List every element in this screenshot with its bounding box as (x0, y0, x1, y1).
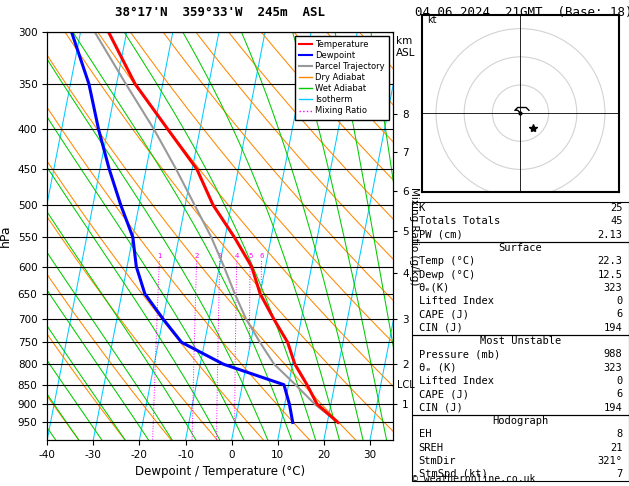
Text: CAPE (J): CAPE (J) (418, 310, 469, 319)
Text: 1: 1 (157, 253, 162, 259)
Text: 8: 8 (616, 429, 623, 439)
Text: Dewp (°C): Dewp (°C) (418, 270, 475, 279)
Text: θₑ(K): θₑ(K) (418, 283, 450, 293)
Bar (412, 202, 629, 242)
Text: 321°: 321° (598, 456, 623, 466)
Text: Most Unstable: Most Unstable (480, 336, 561, 346)
Text: 6: 6 (616, 310, 623, 319)
Text: 12.5: 12.5 (598, 270, 623, 279)
Text: CIN (J): CIN (J) (418, 402, 462, 413)
Text: CIN (J): CIN (J) (418, 323, 462, 333)
Text: 988: 988 (604, 349, 623, 360)
Text: StmSpd (kt): StmSpd (kt) (418, 469, 487, 479)
Text: 38°17'N  359°33'W  245m  ASL: 38°17'N 359°33'W 245m ASL (115, 6, 325, 19)
Text: 194: 194 (604, 402, 623, 413)
Text: 2: 2 (194, 253, 199, 259)
Text: StmDir: StmDir (418, 456, 456, 466)
Text: Surface: Surface (499, 243, 542, 253)
Text: 323: 323 (604, 363, 623, 373)
Text: EH: EH (418, 429, 431, 439)
Text: 04.06.2024  21GMT  (Base: 18): 04.06.2024 21GMT (Base: 18) (415, 6, 629, 19)
Bar (412, 335, 629, 415)
Text: LCL: LCL (397, 380, 415, 390)
Text: kt: kt (428, 15, 437, 25)
Y-axis label: hPa: hPa (0, 225, 12, 247)
Text: 0: 0 (616, 296, 623, 306)
Text: K: K (418, 203, 425, 213)
Text: SREH: SREH (418, 443, 443, 452)
Text: 3: 3 (218, 253, 222, 259)
Text: 0: 0 (616, 376, 623, 386)
Bar (412, 415, 629, 481)
Text: © weatheronline.co.uk: © weatheronline.co.uk (412, 473, 535, 484)
Legend: Temperature, Dewpoint, Parcel Trajectory, Dry Adiabat, Wet Adiabat, Isotherm, Mi: Temperature, Dewpoint, Parcel Trajectory… (295, 36, 389, 120)
Text: 25: 25 (610, 203, 623, 213)
X-axis label: Dewpoint / Temperature (°C): Dewpoint / Temperature (°C) (135, 465, 305, 478)
Text: 22.3: 22.3 (598, 256, 623, 266)
Text: 45: 45 (610, 216, 623, 226)
Text: 6: 6 (616, 389, 623, 399)
Text: 21: 21 (610, 443, 623, 452)
Text: 323: 323 (604, 283, 623, 293)
Text: 6: 6 (259, 253, 264, 259)
Text: 7: 7 (616, 469, 623, 479)
Text: Lifted Index: Lifted Index (418, 376, 494, 386)
Text: CAPE (J): CAPE (J) (418, 389, 469, 399)
Text: Lifted Index: Lifted Index (418, 296, 494, 306)
Text: 5: 5 (248, 253, 252, 259)
Text: PW (cm): PW (cm) (418, 230, 462, 240)
Text: 4: 4 (235, 253, 239, 259)
Text: Totals Totals: Totals Totals (418, 216, 500, 226)
Text: km
ASL: km ASL (396, 36, 416, 58)
Bar (412, 242, 629, 335)
Text: Hodograph: Hodograph (493, 416, 548, 426)
Text: Pressure (mb): Pressure (mb) (418, 349, 500, 360)
Text: 2.13: 2.13 (598, 230, 623, 240)
Text: 194: 194 (604, 323, 623, 333)
Text: Mixing Ratio (g/kg): Mixing Ratio (g/kg) (409, 187, 419, 285)
Text: θₑ (K): θₑ (K) (418, 363, 456, 373)
Text: Temp (°C): Temp (°C) (418, 256, 475, 266)
